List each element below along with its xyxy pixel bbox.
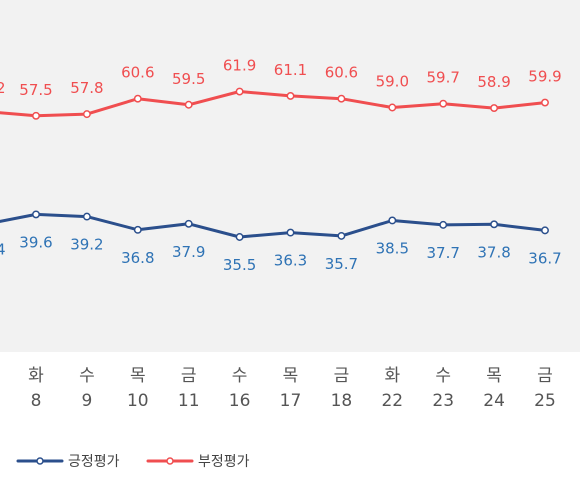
legend-label-2: 부정평가 (198, 454, 250, 470)
series-1-data-label: 37.7 (426, 244, 459, 262)
x-tick-date-label: 8 (31, 391, 42, 411)
series-1-data-label: 39.2 (70, 236, 103, 254)
x-tick-day-label: 수 (79, 366, 95, 386)
series-1-point (184, 219, 193, 228)
x-tick-date-label: 22 (381, 391, 403, 411)
x-tick-day-label: 목 (130, 366, 146, 386)
x-tick-date-label: 17 (280, 391, 302, 411)
series-1-data-label: 36.8 (121, 249, 154, 267)
series-2-data-label: 60.6 (121, 64, 154, 82)
series-2-point (490, 104, 499, 113)
series-1-point (32, 210, 40, 219)
series-2-data-label: 59.9 (528, 68, 561, 86)
series-2-data-label: 60.6 (325, 64, 358, 82)
legend-marker-2 (166, 457, 174, 465)
series-1-point (337, 231, 346, 240)
series-2-point (388, 103, 397, 112)
series-2-point (337, 94, 346, 103)
series-1-point (439, 220, 448, 229)
series-1-point (82, 212, 91, 221)
series-1-point (541, 226, 549, 235)
x-tick-day-label: 금 (537, 366, 553, 386)
series-1-point (235, 233, 244, 241)
x-tick-date-label: 9 (81, 391, 92, 411)
series-2-line (0, 90, 547, 118)
series-2-data-label: 57.5 (19, 81, 52, 99)
x-tick-day-label: 수 (435, 366, 451, 386)
series-1-data-label: 39.6 (19, 233, 52, 251)
x-tick-day-label: 금 (181, 366, 197, 386)
series-2-data-label: 61.1 (274, 61, 307, 79)
series-1-data-label: 36.3 (274, 252, 307, 270)
series-2-edge-label: 2 (0, 79, 6, 97)
series-lines (0, 90, 547, 239)
x-tick-day-label: 금 (334, 366, 350, 386)
series-2-data-label: 59.5 (172, 70, 205, 88)
x-tick-date-label: 18 (331, 391, 353, 411)
series-1-data-label: 37.8 (477, 243, 510, 261)
series-1-data-label: 35.5 (223, 256, 256, 274)
series-1-point (388, 216, 397, 225)
legend-marker-1 (36, 457, 44, 465)
series-2-point (235, 87, 244, 96)
x-tick-date-label: 25 (534, 391, 556, 411)
legend: 긍정평가 부정평가 (16, 454, 250, 470)
series-1-data-label: 36.7 (528, 249, 561, 267)
plot-background (0, 0, 580, 352)
series-2-data-label: 57.8 (70, 79, 103, 97)
series-2-point (439, 99, 448, 108)
x-tick-day-label: 화 (28, 366, 44, 386)
series-1-data-label: 37.9 (172, 243, 205, 261)
x-tick-date-label: 16 (229, 391, 251, 411)
series-2-data-label: 59.0 (376, 73, 409, 91)
x-tick-date-label: 10 (127, 391, 149, 411)
series-1-data-label: 38.5 (376, 239, 409, 257)
x-tick-day-label: 목 (283, 366, 299, 386)
series-1-point (286, 228, 295, 237)
x-tick-day-label: 수 (232, 366, 248, 386)
series-2-point (133, 94, 142, 103)
series-2-point (184, 100, 193, 109)
series-2-point (286, 91, 295, 100)
series-2-point (32, 111, 40, 120)
series-1-data-label: 35.7 (325, 255, 358, 273)
series-1-line (0, 212, 547, 239)
x-tick-date-label: 11 (178, 391, 200, 411)
x-tick-day-label: 화 (384, 366, 400, 386)
series-2-point (541, 98, 549, 107)
series-1-point (490, 220, 499, 229)
series-1-edge-label: 4 (0, 240, 6, 258)
data-labels: 39.6 39.2 36.8 37.9 35.5 36.3 35.7 38.5 37.7 37.8… (0, 57, 562, 274)
series-2-point (82, 110, 91, 119)
series-2-data-label: 58.9 (477, 73, 510, 91)
x-tick-date-label: 23 (432, 391, 454, 411)
series-points (32, 87, 549, 241)
series-2-data-label: 61.9 (223, 57, 256, 75)
legend-label-1: 긍정평가 (68, 454, 120, 470)
x-tick-day-label: 목 (486, 366, 502, 386)
series-2-data-label: 59.7 (426, 69, 459, 87)
series-1-point (133, 225, 142, 234)
x-tick-date-label: 24 (483, 391, 505, 411)
x-axis: 화 8 수 9 목 10 금 11 수 16 목 17 금 18 화 22 수 23 목 24 금 25 (28, 366, 556, 411)
